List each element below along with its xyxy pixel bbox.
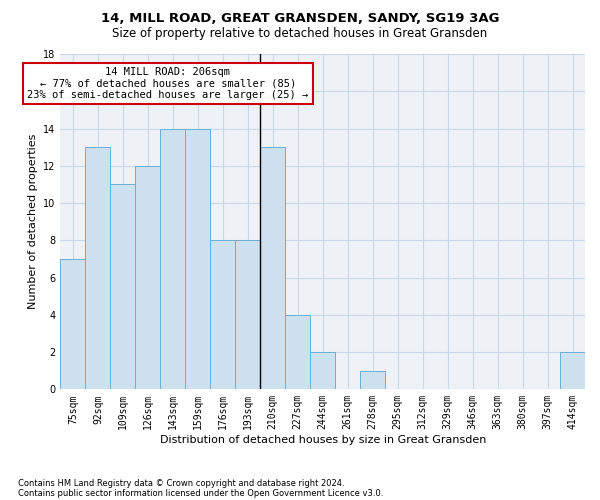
Text: Size of property relative to detached houses in Great Gransden: Size of property relative to detached ho… — [112, 28, 488, 40]
Text: 14 MILL ROAD: 206sqm
← 77% of detached houses are smaller (85)
23% of semi-detac: 14 MILL ROAD: 206sqm ← 77% of detached h… — [27, 67, 308, 100]
Bar — [310, 352, 335, 390]
Bar — [160, 128, 185, 390]
Text: Contains HM Land Registry data © Crown copyright and database right 2024.: Contains HM Land Registry data © Crown c… — [18, 478, 344, 488]
Bar — [61, 259, 85, 390]
X-axis label: Distribution of detached houses by size in Great Gransden: Distribution of detached houses by size … — [160, 435, 486, 445]
Y-axis label: Number of detached properties: Number of detached properties — [28, 134, 38, 310]
Bar — [210, 240, 235, 390]
Bar — [260, 147, 285, 390]
Text: Contains public sector information licensed under the Open Government Licence v3: Contains public sector information licen… — [18, 488, 383, 498]
Bar — [560, 352, 585, 390]
Bar — [185, 128, 210, 390]
Bar — [285, 315, 310, 390]
Bar — [110, 184, 136, 390]
Bar — [85, 147, 110, 390]
Bar — [360, 370, 385, 390]
Text: 14, MILL ROAD, GREAT GRANSDEN, SANDY, SG19 3AG: 14, MILL ROAD, GREAT GRANSDEN, SANDY, SG… — [101, 12, 499, 26]
Bar — [136, 166, 160, 390]
Bar — [235, 240, 260, 390]
